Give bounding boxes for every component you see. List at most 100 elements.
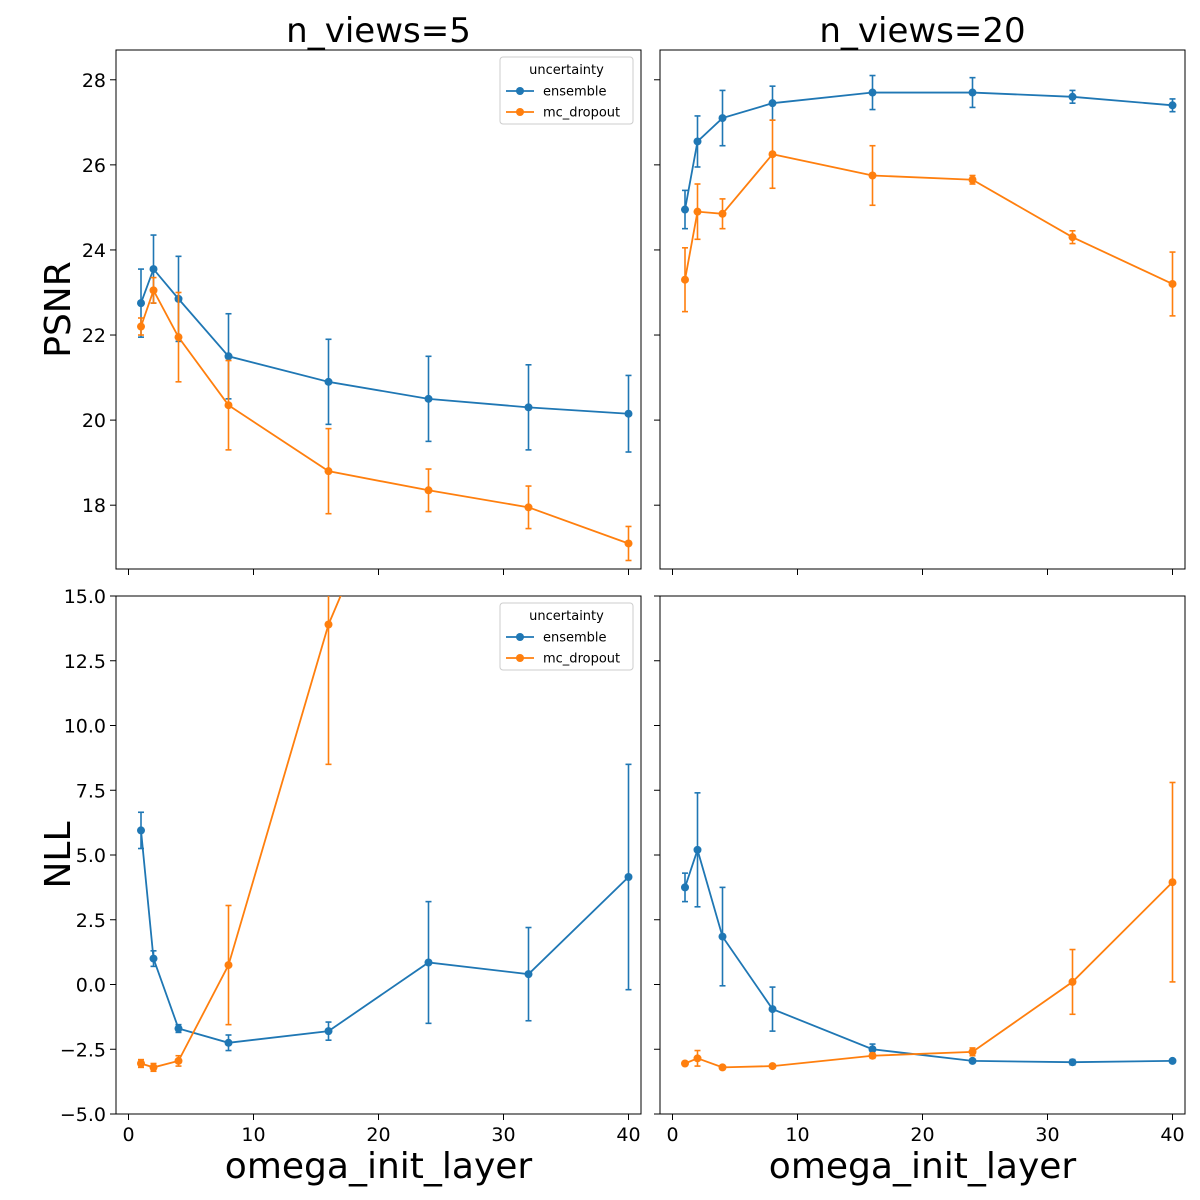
data-point [968, 1047, 977, 1056]
y-tick-label: 2.5 [76, 910, 106, 932]
data-point [768, 1062, 777, 1071]
x-tick-label: 40 [616, 1124, 640, 1146]
data-point [524, 970, 533, 979]
legend: uncertainty ensemble mc_dropout [499, 602, 634, 671]
data-point [324, 1027, 333, 1036]
legend-title: uncertainty [529, 609, 604, 624]
series-ensemble [681, 792, 1177, 1067]
x-tick-label: 10 [241, 1124, 265, 1146]
x-tick-label: 40 [1160, 1124, 1184, 1146]
data-point [624, 539, 633, 548]
y-tick-label: 12.5 [64, 651, 106, 673]
legend-marker [516, 87, 524, 95]
data-point [424, 486, 433, 495]
data-point [1068, 92, 1077, 101]
plot-area [137, 596, 633, 1073]
series-line [684, 91, 1173, 210]
panel-3: 0 10 20 30 40 −5.0 −2.5 0.0 2.5 5.0 7.5 10.0 12.5 15.… [38, 586, 642, 1187]
panel-4: 0 10 20 30 40 omega_init_layer [654, 595, 1186, 1187]
y-tick-label: 26 [82, 155, 106, 177]
data-point [149, 954, 158, 963]
data-point [718, 114, 727, 123]
data-point [1068, 1058, 1077, 1067]
data-point [149, 286, 158, 295]
data-point [693, 1054, 702, 1063]
data-point [768, 99, 777, 108]
x-tick-label: 0 [666, 1124, 678, 1146]
data-point [524, 403, 533, 412]
data-point [137, 299, 145, 308]
series-ensemble [137, 763, 633, 1052]
panel-2: n_views=20 [654, 11, 1186, 575]
legend: uncertainty ensemble mc_dropout [499, 56, 634, 125]
y-tick-label: 28 [82, 70, 106, 92]
data-point [718, 1063, 727, 1072]
y-tick-label: −2.5 [60, 1039, 106, 1061]
data-point [681, 1059, 689, 1068]
axes-frame [115, 49, 642, 570]
x-tick-label: 10 [785, 1124, 809, 1146]
data-point [968, 1056, 977, 1065]
legend-box [499, 56, 634, 125]
data-point [681, 205, 689, 214]
plot-area [681, 74, 1177, 317]
data-point [1168, 878, 1177, 887]
legend-label-mc_dropout: mc_dropout [543, 106, 620, 121]
data-point [324, 620, 333, 629]
series-mc_dropout [137, 276, 633, 562]
data-point [868, 1045, 877, 1054]
axes-frame [659, 49, 1186, 570]
plot-area [137, 234, 633, 562]
series-ensemble [137, 234, 633, 453]
series-mc_dropout [681, 119, 1177, 317]
data-point [693, 207, 702, 216]
data-point [1068, 233, 1077, 242]
x-tick-label: 20 [366, 1124, 390, 1146]
series-line [140, 596, 342, 1069]
x-tick-label: 20 [910, 1124, 934, 1146]
data-point [137, 1059, 145, 1068]
y-tick-label: 20 [82, 410, 106, 432]
data-point [224, 401, 233, 410]
data-point [624, 873, 633, 882]
data-point [968, 88, 977, 97]
data-point [681, 275, 689, 284]
data-point [768, 150, 777, 159]
data-point [868, 171, 877, 180]
y-tick-label: 0.0 [76, 975, 106, 997]
legend-marker [516, 108, 524, 116]
data-point [424, 958, 433, 967]
x-tick-label: 30 [1035, 1124, 1059, 1146]
y-tick-label: 22 [82, 325, 106, 347]
data-point [693, 845, 702, 854]
data-point [324, 467, 333, 476]
series-line [140, 288, 629, 545]
data-point [693, 137, 702, 146]
plot-area [681, 781, 1177, 1072]
data-point [681, 883, 689, 892]
y-tick-label: −5.0 [60, 1104, 106, 1126]
data-point [1168, 279, 1177, 288]
data-point [524, 503, 533, 512]
y-axis-title: PSNR [38, 261, 79, 358]
data-point [868, 1051, 877, 1060]
y-tick-label: 18 [82, 495, 106, 517]
x-axis-title: omega_init_layer [225, 1146, 533, 1187]
data-point [718, 932, 727, 941]
data-point [424, 394, 433, 403]
data-point [174, 333, 183, 342]
panel-title: n_views=5 [286, 11, 471, 51]
axes-frame [115, 595, 642, 1115]
y-tick-label: 15.0 [64, 586, 106, 608]
axes-frame [659, 595, 1186, 1115]
series-line [140, 830, 630, 1044]
panel-title: n_views=20 [819, 11, 1025, 51]
series-line [684, 846, 1173, 1064]
data-point [718, 209, 727, 218]
legend-box [499, 602, 634, 671]
x-tick-label: 0 [122, 1124, 134, 1146]
data-point [149, 1063, 158, 1072]
data-point [174, 1056, 183, 1065]
data-point [137, 826, 145, 835]
